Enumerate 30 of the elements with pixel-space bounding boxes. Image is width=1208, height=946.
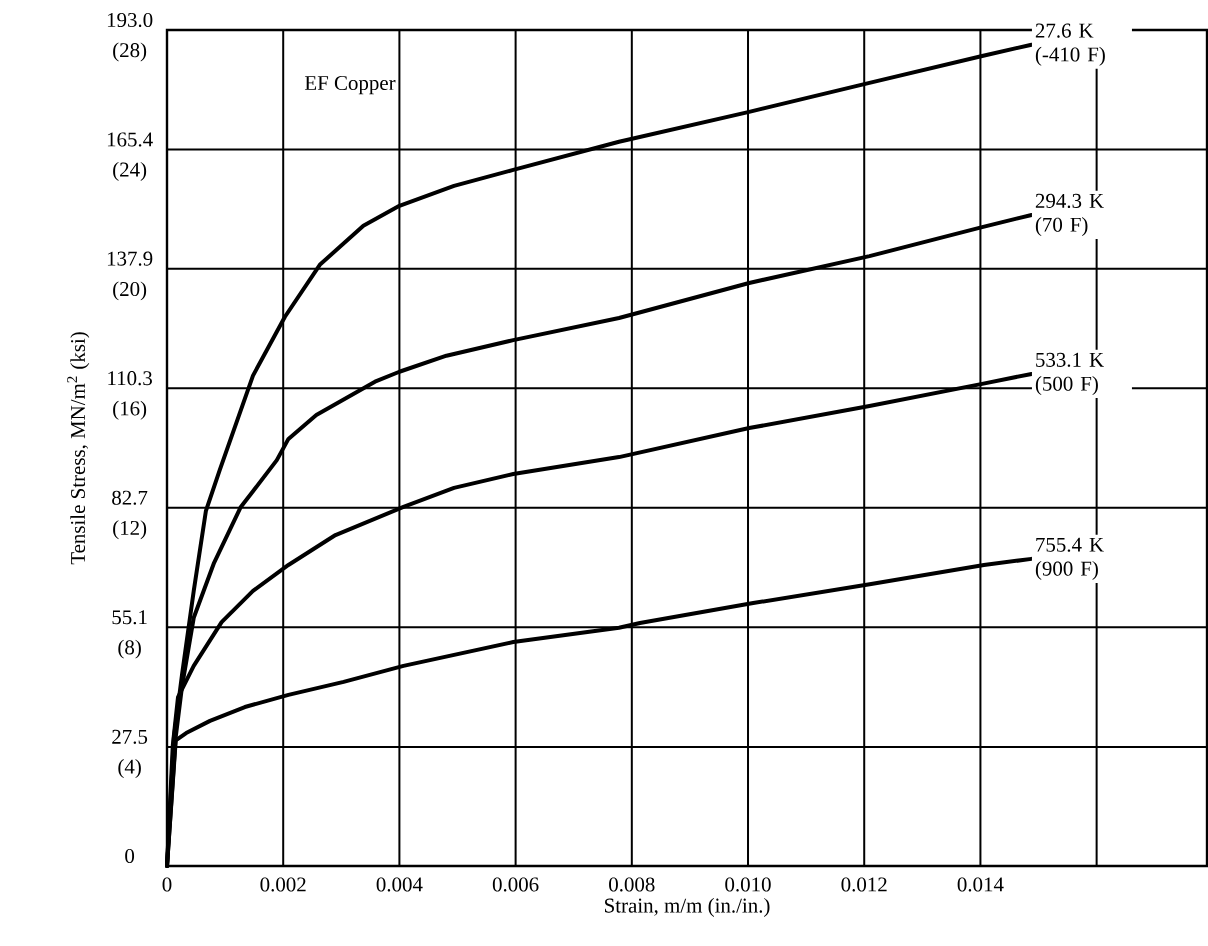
y-tick-label: 110.3 — [108, 371, 152, 386]
x-tick-label: 0.008 — [609, 877, 655, 892]
y2-tick-label: (4) — [118, 759, 141, 779]
x-tick-label: 0.012 — [841, 877, 887, 892]
y2-tick-label: (12) — [113, 520, 147, 540]
y-tick-label: 137.9 — [107, 251, 153, 266]
x-axis-title: Strain, m/m (in./in.) — [605, 897, 770, 917]
y2-tick-label: (20) — [113, 281, 147, 301]
y2-tick-label: (8) — [118, 639, 141, 659]
x-tick-label: 0.006 — [492, 877, 539, 892]
series-label: 27.6 K (-410 F) — [1035, 23, 1105, 66]
y-tick-label: 165.4 — [107, 132, 153, 147]
y2-axis-title: Tensile Stress, MN/m$^{2}$ (ksi) — [67, 332, 90, 565]
y-tick-label: 0 — [125, 848, 135, 864]
x-tick-label: 0 — [162, 877, 172, 892]
x-tick-label: 0.010 — [725, 877, 771, 892]
x-tick-label: 0.014 — [957, 877, 1004, 892]
y-tick-label: 55.1 — [112, 610, 147, 625]
y-tick-label: 193.0 — [107, 12, 153, 28]
series-label: 294.3 K (70 F) — [1035, 193, 1104, 237]
series-label: 533.1 K (500 F) — [1035, 352, 1104, 396]
x-tick-label: 0.002 — [260, 877, 306, 892]
y-tick-label: 27.5 — [112, 729, 148, 744]
y2-tick-label: (28) — [113, 42, 147, 62]
annotation: EF Copper — [304, 76, 396, 95]
y2-tick-label: (16) — [113, 400, 147, 420]
series-label: 755.4 K (900 F) — [1035, 537, 1104, 580]
y-tick-label: 82.7 — [112, 490, 148, 505]
x-tick-label: 0.004 — [376, 877, 423, 892]
y2-tick-label: (24) — [113, 161, 147, 181]
